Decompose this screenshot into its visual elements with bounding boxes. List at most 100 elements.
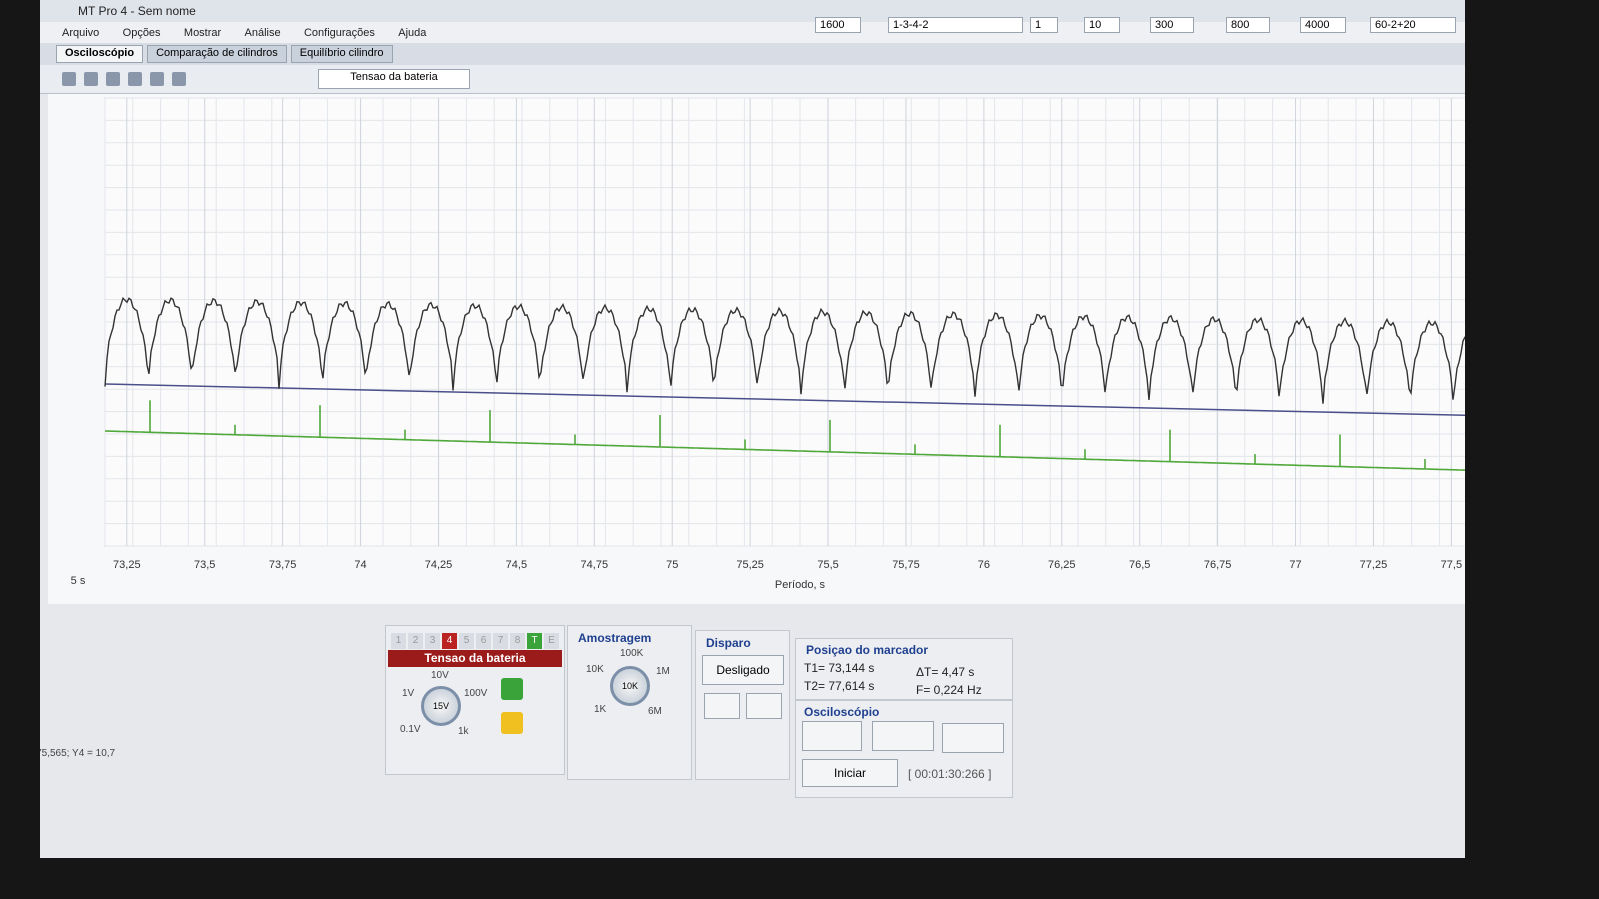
- marker-t1: T1= 73,144 s: [804, 661, 875, 675]
- param-field[interactable]: 10: [1084, 17, 1120, 33]
- x-tick-label: 75: [666, 559, 678, 571]
- channel-tab[interactable]: 1: [391, 633, 406, 649]
- channel-tab[interactable]: 3: [425, 633, 440, 649]
- start-button[interactable]: Iniciar: [802, 759, 898, 787]
- channel-select[interactable]: Tensao da bateria: [318, 69, 470, 89]
- title-bar: MT Pro 4 - Sem nome: [40, 0, 1465, 22]
- x-tick-label: 77,5: [1441, 559, 1462, 571]
- status-coordinates: X = 75,565; Y4 = 10,7: [40, 748, 116, 759]
- voltage-knob[interactable]: 15V: [421, 686, 461, 726]
- channel-tab[interactable]: 5: [459, 633, 474, 649]
- icon[interactable]: [128, 72, 142, 86]
- reference-line: [104, 383, 1465, 417]
- knob-label: 0.1V: [400, 724, 421, 735]
- knob-label: 1k: [458, 726, 469, 737]
- panel-title: Amostragem: [578, 631, 652, 645]
- panel-title: Osciloscópio: [804, 705, 880, 719]
- x-tick-label: 76,25: [1048, 559, 1076, 571]
- oscilloscope-plot: 73,25 73,5 73,75 74 74,25 74,5 74,75 75 75,25 75,…: [71, 97, 1465, 591]
- tab[interactable]: Osciloscópio: [56, 45, 144, 63]
- channel-tab[interactable]: 2: [408, 633, 423, 649]
- marker-t2: T2= 77,614 s: [804, 679, 875, 693]
- channel-tab[interactable]: T: [527, 633, 542, 649]
- rising-edge-button[interactable]: [704, 693, 740, 719]
- window-title: MT Pro 4 - Sem nome: [78, 4, 196, 18]
- x-tick-label: 74,75: [581, 559, 609, 571]
- zoom-label: 5 s: [71, 575, 86, 587]
- waveform: [104, 430, 1465, 471]
- x-tick-label: 73,5: [194, 559, 215, 571]
- knob-label: 100V: [464, 688, 488, 699]
- x-tick-label: 75,75: [892, 559, 920, 571]
- icon[interactable]: [62, 72, 76, 86]
- x-tick-label: 77,25: [1360, 559, 1388, 571]
- x-tick-label: 77: [1289, 559, 1301, 571]
- menu-item[interactable]: Arquivo: [62, 27, 100, 39]
- menu-item[interactable]: Ajuda: [398, 27, 427, 39]
- knob-label: 1K: [594, 704, 607, 715]
- channel-tab[interactable]: 8: [510, 633, 525, 649]
- icon[interactable]: [172, 72, 186, 86]
- knob-label: 10V: [431, 670, 449, 681]
- trigger-button[interactable]: Desligado: [702, 655, 784, 685]
- x-axis-label: Período, s: [775, 579, 826, 591]
- falling-edge-button[interactable]: [746, 693, 782, 719]
- knob-label: 6M: [648, 706, 662, 717]
- marker-dt: ΔT= 4,47 s: [916, 665, 975, 679]
- marker-frequency: F= 0,224 Hz: [916, 683, 982, 697]
- panel-title: Disparo: [706, 636, 751, 650]
- oscilloscope-panel: Osciloscópio Iniciar [ 00:01:30:266 ]: [795, 700, 1013, 798]
- param-field[interactable]: 4000: [1300, 17, 1346, 33]
- sampling-panel: Amostragem 10K 100K 10K 1M 1K 6M: [567, 625, 692, 780]
- rpm-field[interactable]: 1600: [815, 17, 861, 33]
- firing-order-select[interactable]: 1-3-4-2: [888, 17, 1023, 33]
- knob-label: 1V: [402, 688, 415, 699]
- mode-button[interactable]: [802, 721, 862, 751]
- plot-area: 73,25 73,5 73,75 74 74,25 74,5 74,75 75 75,25 75,…: [48, 94, 1465, 604]
- sampling-knob[interactable]: 10K: [610, 666, 650, 706]
- channel-tab[interactable]: 6: [476, 633, 491, 649]
- menu-item[interactable]: Análise: [244, 27, 281, 39]
- x-tick-label: 76,5: [1129, 559, 1150, 571]
- icon[interactable]: [106, 72, 120, 86]
- marker-panel: Posiçao do marcador T1= 73,144 s T2= 77,…: [795, 638, 1013, 700]
- channel-title: Tensao da bateria: [388, 650, 562, 667]
- x-tick-label: 75,25: [736, 559, 764, 571]
- tab[interactable]: Comparação de cilindros: [147, 45, 287, 63]
- icon[interactable]: [84, 72, 98, 86]
- x-tick-label: 73,25: [113, 559, 141, 571]
- timer: [ 00:01:30:266 ]: [908, 767, 992, 781]
- knob-label: 1M: [656, 666, 670, 677]
- channel-tab[interactable]: 4: [442, 633, 457, 649]
- menu-item[interactable]: Opções: [122, 27, 161, 39]
- panel-title: Posiçao do marcador: [806, 643, 929, 657]
- x-tick-label: 76,75: [1204, 559, 1232, 571]
- cylinder-field[interactable]: 1: [1030, 17, 1058, 33]
- knob-label: 100K: [620, 648, 644, 659]
- tab[interactable]: Equilíbrio cilindro: [290, 45, 393, 63]
- param-field[interactable]: 800: [1226, 17, 1270, 33]
- channel-tab[interactable]: E: [544, 633, 559, 649]
- menu-item[interactable]: Mostrar: [183, 27, 222, 39]
- tab-bar: Osciloscópio Comparação de cilindros Equil…: [40, 43, 1465, 65]
- channel-tab[interactable]: 7: [493, 633, 508, 649]
- power-button[interactable]: [501, 678, 523, 700]
- waveform: [104, 296, 1465, 404]
- screen: MT Pro 4 - Sem nome Arquivo Opções Mostr…: [40, 0, 1465, 858]
- mode-button[interactable]: [872, 721, 934, 751]
- play-button[interactable]: [501, 712, 523, 734]
- x-tick-label: 74,25: [425, 559, 453, 571]
- x-tick-label: 73,75: [269, 559, 297, 571]
- icon[interactable]: [150, 72, 164, 86]
- x-tick-label: 74,5: [506, 559, 527, 571]
- knob-label: 10K: [586, 664, 604, 675]
- mode-button[interactable]: [942, 723, 1004, 753]
- x-tick-label: 74: [354, 559, 366, 571]
- menu-item[interactable]: Configurações: [303, 27, 375, 39]
- wheel-select[interactable]: 60-2+20: [1370, 17, 1456, 33]
- trigger-panel: Disparo Desligado: [695, 630, 790, 780]
- param-field[interactable]: 300: [1150, 17, 1194, 33]
